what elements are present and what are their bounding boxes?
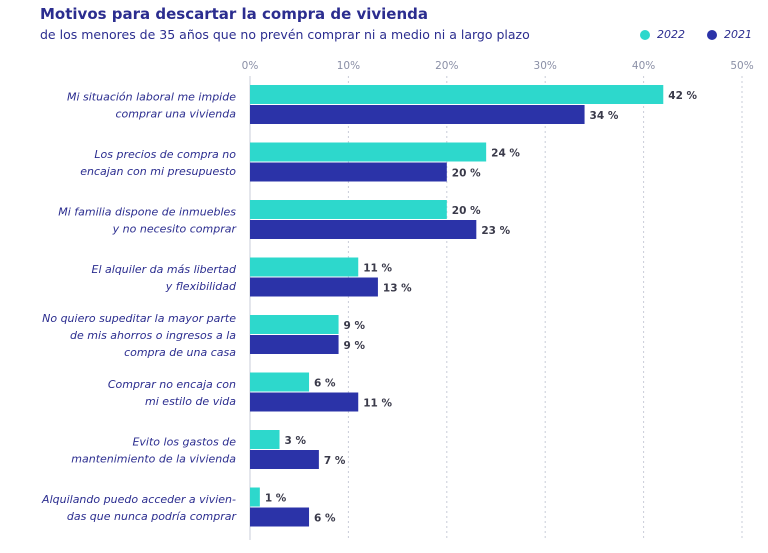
bar (250, 372, 310, 392)
data-label: 20 % (452, 168, 481, 180)
x-tick-label: 50% (730, 60, 753, 72)
data-label: 6 % (314, 378, 336, 390)
bar (250, 507, 310, 527)
data-label: 34 % (590, 110, 619, 122)
category-label: No quiero supeditar la mayor parte (42, 312, 236, 325)
category-label: Mi situación laboral me impide (67, 91, 236, 104)
data-label: 9 % (344, 340, 366, 352)
chart-title: Motivos para descartar la compra de vivi… (40, 5, 429, 23)
category-label: y no necesito comprar (112, 223, 238, 236)
bar (250, 162, 447, 182)
legend-label-2022: 2022 (657, 28, 685, 41)
category-label: mi estilo de vida (145, 395, 236, 408)
data-label: 23 % (481, 225, 510, 237)
data-label: 1 % (265, 493, 287, 505)
data-label: 9 % (344, 320, 366, 332)
data-label: 7 % (324, 455, 346, 467)
category-label: Los precios de compra no (94, 148, 236, 161)
bar (250, 335, 339, 354)
bar (250, 200, 447, 219)
bar (250, 277, 378, 297)
bar (250, 105, 585, 124)
category-label: compra de una casa (124, 346, 236, 359)
legend: 2022 2021 (640, 28, 752, 41)
data-label: 3 % (285, 435, 307, 447)
category-label: Mi familia dispone de inmuebles (58, 206, 236, 219)
legend-label-2021: 2021 (724, 28, 752, 41)
data-label: 42 % (668, 90, 697, 102)
category-label: Alquilando puedo acceder a vivien- (41, 493, 236, 506)
category-label: das que nunca podría comprar (67, 510, 238, 523)
bar (250, 487, 260, 507)
category-label: Evito los gastos de (132, 436, 236, 449)
x-tick-label: 30% (534, 60, 557, 72)
data-label: 11 % (363, 398, 392, 410)
legend-item-2021: 2021 (707, 28, 752, 41)
legend-swatch-2021 (707, 29, 717, 40)
legend-item-2022: 2022 (640, 28, 685, 41)
bar (250, 257, 359, 277)
chart-subtitle: de los menores de 35 años que no prevén … (40, 27, 530, 42)
x-tick-label: 20% (435, 60, 458, 72)
category-label: mantenimiento de la vivienda (71, 453, 236, 466)
x-tick-label: 10% (337, 60, 360, 72)
category-label: comprar una vivienda (115, 108, 236, 121)
category-label: Comprar no encaja con (108, 378, 236, 391)
legend-swatch-2022 (640, 29, 650, 40)
data-label: 20 % (452, 205, 481, 217)
category-label: encajan con mi presupuesto (80, 165, 236, 178)
data-label: 24 % (491, 148, 520, 160)
data-label: 13 % (383, 283, 412, 295)
bar (250, 315, 339, 334)
category-label: y flexibilidad (165, 280, 237, 293)
bar (250, 142, 487, 162)
data-label: 11 % (363, 263, 392, 275)
category-label: El alquiler da más libertad (92, 263, 237, 276)
bar (250, 392, 359, 412)
bar (250, 85, 664, 104)
bar (250, 220, 477, 239)
category-label: de mis ahorros o ingresos a la (70, 329, 236, 342)
bar (250, 430, 280, 449)
bar (250, 450, 319, 469)
x-tick-label: 40% (632, 60, 655, 72)
data-label: 6 % (314, 513, 336, 525)
x-tick-label: 0% (242, 60, 259, 72)
